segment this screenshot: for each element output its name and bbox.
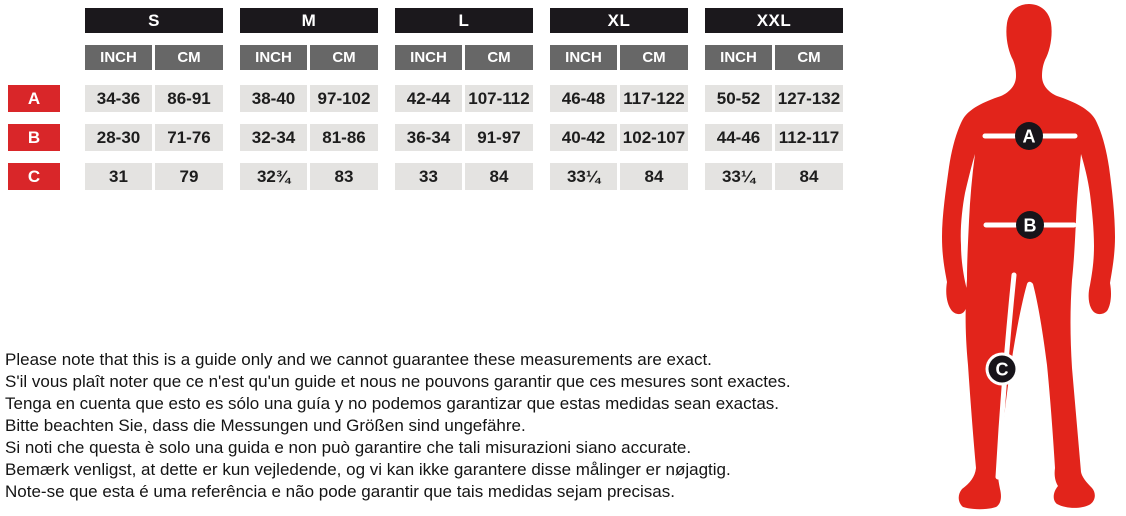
marker-b-badge [1016, 211, 1044, 239]
data-cell: 50-52 [705, 85, 772, 112]
disclaimer-line-es: Tenga en cuenta que esto es sólo una guí… [5, 394, 780, 413]
unit-header-cm: CM [775, 45, 843, 70]
data-cell: 84 [620, 163, 688, 190]
unit-header-inch: INCH [705, 45, 772, 70]
body-silhouette [942, 4, 1115, 510]
header-spacer [8, 45, 60, 70]
marker-a-label: A [1023, 127, 1036, 147]
table-row-b: B 28-30 71-76 32-34 81-86 36-34 91-97 40… [8, 124, 843, 151]
data-cell: 91-97 [465, 124, 533, 151]
marker-a-badge [1015, 122, 1043, 150]
unit-header-inch: INCH [395, 45, 462, 70]
unit-header-inch: INCH [85, 45, 152, 70]
data-cell: 102-107 [620, 124, 688, 151]
unit-header-cm: CM [465, 45, 533, 70]
data-cell: 31 [85, 163, 152, 190]
size-header-l: L [395, 8, 533, 33]
data-cell: 84 [775, 163, 843, 190]
data-cell: 127-132 [775, 85, 843, 112]
body-silhouette-figure: A B C [942, 4, 1115, 510]
unit-header-row: INCH CM INCH CM INCH CM INCH CM INCH CM [8, 45, 843, 70]
unit-group-s: INCH CM [85, 45, 223, 70]
size-header-row: S M L XL XXL [8, 8, 843, 33]
disclaimer-line-it: Si noti che questa è solo una guida e no… [5, 438, 692, 457]
data-cell: 83 [310, 163, 378, 190]
unit-header-cm: CM [155, 45, 223, 70]
header-spacer [8, 8, 60, 33]
data-cell: 33¼ [705, 163, 772, 190]
size-header-s: S [85, 8, 223, 33]
marker-c-label: C [996, 360, 1009, 380]
unit-group-xl: INCH CM [550, 45, 688, 70]
data-cell: 81-86 [310, 124, 378, 151]
data-cell: 33¼ [550, 163, 617, 190]
size-header-xxl: XXL [705, 8, 843, 33]
table-row-a: A 34-36 86-91 38-40 97-102 42-44 107-112… [8, 85, 843, 112]
data-cell: 32¾ [240, 163, 307, 190]
marker-c-badge [988, 355, 1016, 383]
unit-header-inch: INCH [550, 45, 617, 70]
size-header-xl: XL [550, 8, 688, 33]
data-cell: 46-48 [550, 85, 617, 112]
unit-group-l: INCH CM [395, 45, 533, 70]
table-row-c: C 31 79 32¾ 83 33 84 33¼ 84 33¼ 84 [8, 163, 843, 190]
data-cell: 28-30 [85, 124, 152, 151]
data-cell: 117-122 [620, 85, 688, 112]
measurement-figure: A B C [934, 3, 1124, 511]
data-cell: 79 [155, 163, 223, 190]
data-cell: 34-36 [85, 85, 152, 112]
unit-header-cm: CM [620, 45, 688, 70]
data-cell: 112-117 [775, 124, 843, 151]
size-header-m: M [240, 8, 378, 33]
data-cell: 107-112 [465, 85, 533, 112]
disclaimer-line-en: Please note that this is a guide only an… [5, 350, 712, 369]
data-cell: 86-91 [155, 85, 223, 112]
disclaimer-line-pt: Note-se que esta é uma referência e não … [5, 482, 675, 501]
data-cell: 33 [395, 163, 462, 190]
data-cell: 36-34 [395, 124, 462, 151]
unit-group-m: INCH CM [240, 45, 378, 70]
disclaimer-line-da: Bemærk venligst, at dette er kun vejlede… [5, 460, 731, 479]
disclaimer-line-de: Bitte beachten Sie, dass die Messungen u… [5, 416, 526, 435]
data-cell: 42-44 [395, 85, 462, 112]
data-cell: 38-40 [240, 85, 307, 112]
data-cell: 32-34 [240, 124, 307, 151]
row-label-a: A [8, 85, 60, 112]
data-cell: 84 [465, 163, 533, 190]
data-cell: 40-42 [550, 124, 617, 151]
data-cell: 97-102 [310, 85, 378, 112]
row-label-b: B [8, 124, 60, 151]
unit-header-inch: INCH [240, 45, 307, 70]
disclaimer-text: Please note that this is a guide only an… [5, 349, 905, 503]
unit-group-xxl: INCH CM [705, 45, 843, 70]
row-label-c: C [8, 163, 60, 190]
data-cell: 44-46 [705, 124, 772, 151]
data-cell: 71-76 [155, 124, 223, 151]
disclaimer-line-fr: S'il vous plaît noter que ce n'est qu'un… [5, 372, 791, 391]
size-chart-table: S M L XL XXL INCH CM INCH CM INCH CM INC… [8, 8, 843, 190]
marker-b-label: B [1024, 216, 1037, 236]
unit-header-cm: CM [310, 45, 378, 70]
